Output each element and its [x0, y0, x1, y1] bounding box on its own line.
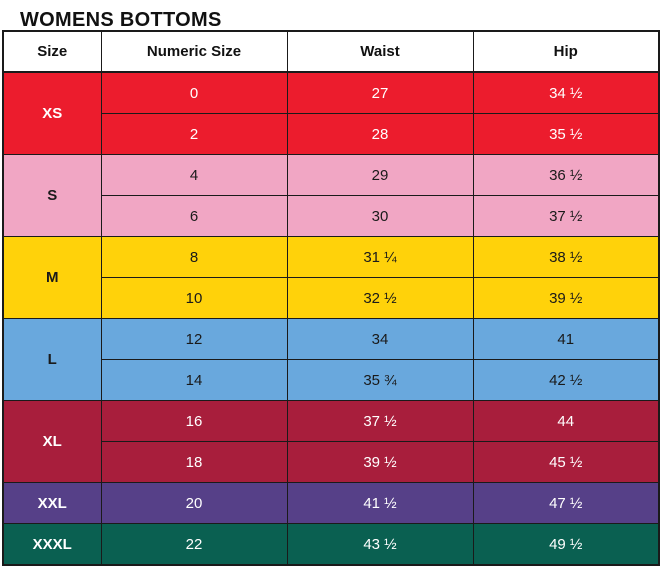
- size-cell: M: [2, 236, 102, 319]
- numeric-size-cell: 6: [100, 195, 288, 237]
- numeric-size-cell: 14: [100, 359, 288, 401]
- numeric-size-cell: 10: [100, 277, 288, 319]
- numeric-size-cell: 16: [100, 400, 288, 442]
- hip-cell: 41: [472, 318, 660, 360]
- waist-cell: 35 ¾: [286, 359, 474, 401]
- waist-cell: 27: [286, 71, 474, 114]
- numeric-size-cell: 22: [100, 523, 288, 566]
- hip-cell: 39 ½: [472, 277, 660, 319]
- table-row: 6 30 37 ½: [3, 195, 660, 237]
- hip-cell: 37 ½: [472, 195, 660, 237]
- header-size: Size: [2, 30, 102, 73]
- numeric-size-cell: 8: [100, 236, 288, 278]
- hip-cell: 44: [472, 400, 660, 442]
- hip-cell: 35 ½: [472, 113, 660, 155]
- header-hip: Hip: [472, 30, 660, 73]
- waist-cell: 30: [286, 195, 474, 237]
- hip-cell: 49 ½: [472, 523, 660, 566]
- hip-cell: 36 ½: [472, 154, 660, 196]
- table-row: 18 39 ½ 45 ½: [3, 441, 660, 483]
- table-row: L 12 34 41: [2, 318, 660, 401]
- table-row: XXXL 22 43 ½ 49 ½: [2, 523, 660, 566]
- table-row: XL 16 37 ½ 44: [2, 400, 660, 483]
- size-cell: L: [2, 318, 102, 401]
- numeric-size-cell: 20: [100, 482, 288, 524]
- size-cell: XL: [2, 400, 102, 483]
- waist-cell: 34: [286, 318, 474, 360]
- size-cell: S: [2, 154, 102, 237]
- page-title: WOMENS BOTTOMS: [20, 9, 222, 31]
- size-cell: XXXL: [2, 523, 102, 566]
- hip-cell: 42 ½: [472, 359, 660, 401]
- table-row: 14 35 ¾ 42 ½: [3, 359, 660, 401]
- waist-cell: 39 ½: [286, 441, 474, 483]
- waist-cell: 29: [286, 154, 474, 196]
- hip-cell: 38 ½: [472, 236, 660, 278]
- size-cell: XXL: [2, 482, 102, 524]
- header-row: Size Numeric Size Waist Hip: [2, 30, 660, 73]
- size-cell: XS: [2, 71, 102, 155]
- hip-cell: 45 ½: [472, 441, 660, 483]
- waist-cell: 37 ½: [286, 400, 474, 442]
- table-row: 10 32 ½ 39 ½: [3, 277, 660, 319]
- numeric-size-cell: 12: [100, 318, 288, 360]
- hip-cell: 47 ½: [472, 482, 660, 524]
- header-waist: Waist: [286, 30, 474, 73]
- table-row: XS 0 27 34 ½: [2, 71, 660, 155]
- size-chart-table: Size Numeric Size Waist Hip XS 0 27 34 ½ 2 28 35 …: [2, 30, 660, 566]
- waist-cell: 31 ¼: [286, 236, 474, 278]
- numeric-size-cell: 2: [100, 113, 288, 155]
- waist-cell: 28: [286, 113, 474, 155]
- numeric-size-cell: 18: [100, 441, 288, 483]
- waist-cell: 43 ½: [286, 523, 474, 566]
- table-header: Size Numeric Size Waist Hip: [2, 30, 660, 73]
- table-row: S 4 29 36 ½: [2, 154, 660, 237]
- numeric-size-cell: 0: [100, 71, 288, 114]
- waist-cell: 41 ½: [286, 482, 474, 524]
- table-row: 2 28 35 ½: [3, 113, 660, 155]
- table-body: XS 0 27 34 ½ 2 28 35 ½ S 4 29 36 ½ 6 30 37 ½ M 8 31 ¼ 38 …: [2, 71, 660, 566]
- header-numeric-size: Numeric Size: [100, 30, 288, 73]
- table-row: M 8 31 ¼ 38 ½: [2, 236, 660, 319]
- table-row: XXL 20 41 ½ 47 ½: [2, 482, 660, 524]
- waist-cell: 32 ½: [286, 277, 474, 319]
- numeric-size-cell: 4: [100, 154, 288, 196]
- hip-cell: 34 ½: [472, 71, 660, 114]
